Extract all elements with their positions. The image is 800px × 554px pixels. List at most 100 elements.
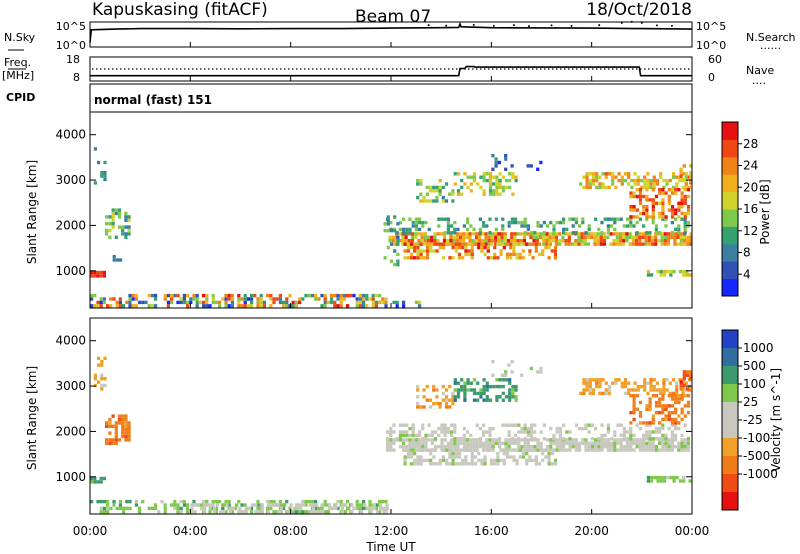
- heat-cell: [299, 503, 303, 507]
- heat-cell: [256, 506, 260, 511]
- heat-cell: [558, 239, 562, 243]
- heat-cell: [613, 430, 617, 434]
- heat-cell: [124, 424, 128, 428]
- heat-cell: [675, 381, 679, 385]
- heat-cell: [99, 274, 103, 278]
- heat-cell: [97, 380, 101, 384]
- heat-cell: [607, 172, 612, 176]
- heat-cell: [679, 235, 683, 239]
- heat-cell: [408, 438, 412, 442]
- heat-cell: [650, 239, 655, 243]
- heat-cell: [649, 381, 653, 385]
- heat-cell: [326, 510, 330, 514]
- heat-cell: [289, 503, 293, 507]
- heat-cell: [682, 370, 686, 374]
- heat-cell: [526, 224, 530, 228]
- heat-cell: [330, 297, 334, 301]
- heat-cell: [672, 269, 676, 274]
- heat-cell: [114, 208, 118, 212]
- heat-cell: [651, 205, 655, 209]
- heat-cell: [651, 198, 655, 202]
- heat-cell: [626, 437, 630, 441]
- heat-cell: [537, 252, 542, 257]
- heat-cell: [127, 438, 131, 442]
- heat-cell: [423, 232, 427, 236]
- power-y-axis-label: Slant Range [km]: [25, 160, 39, 264]
- heat-cell: [221, 503, 225, 507]
- heat-cell: [259, 300, 263, 305]
- heat-cell: [461, 245, 465, 250]
- heat-cell: [438, 245, 442, 250]
- heat-cell: [418, 430, 422, 434]
- heat-cell: [304, 503, 308, 507]
- velocity-panel-frame: [89, 317, 693, 515]
- heat-cell: [629, 224, 633, 228]
- heat-cell: [182, 297, 186, 301]
- heat-cell: [673, 239, 677, 243]
- heat-cell: [645, 421, 649, 425]
- heat-cell: [99, 304, 103, 308]
- heat-cell: [199, 506, 204, 511]
- colorbar-swatch: [722, 474, 738, 493]
- heat-cell: [574, 217, 578, 221]
- heat-cell: [514, 441, 518, 445]
- heat-cell: [622, 426, 626, 431]
- heat-cell: [672, 475, 676, 480]
- heat-cell: [450, 441, 454, 445]
- heat-cell: [511, 172, 515, 176]
- heat-cell: [445, 242, 449, 246]
- heat-cell: [340, 503, 344, 507]
- heat-cell: [450, 231, 454, 235]
- heat-cell: [597, 437, 601, 441]
- colorbar-tick-label: 20: [743, 180, 758, 194]
- heat-cell: [358, 304, 362, 308]
- heat-cell: [642, 194, 646, 199]
- heat-cell: [237, 293, 241, 298]
- heat-cell: [433, 239, 437, 243]
- heat-cell: [617, 178, 621, 183]
- heat-cell: [108, 215, 112, 219]
- heat-cell: [513, 239, 517, 243]
- heat-cell: [651, 441, 655, 445]
- heat-cell: [378, 510, 382, 514]
- heat-cell: [365, 297, 369, 301]
- heat-cell: [670, 208, 675, 212]
- heat-cell: [515, 462, 519, 466]
- heat-cell: [525, 462, 529, 466]
- heat-cell: [411, 441, 415, 445]
- heat-cell: [658, 215, 662, 219]
- heat-cell: [677, 394, 681, 398]
- heat-cell: [463, 182, 467, 186]
- heat-cell: [585, 381, 589, 385]
- heat-cell: [587, 430, 591, 434]
- heat-cell: [664, 417, 668, 422]
- heat-cell: [488, 172, 493, 176]
- heat-cell: [310, 293, 314, 298]
- heat-cell: [517, 441, 521, 445]
- heat-cell: [658, 441, 662, 445]
- heat-cell: [389, 259, 394, 263]
- heat-cell: [554, 232, 559, 236]
- heat-cell: [666, 232, 671, 236]
- heat-cell: [651, 208, 655, 212]
- heat-cell: [661, 188, 665, 192]
- heat-cell: [475, 441, 479, 445]
- heat-cell: [675, 175, 679, 179]
- heat-cell: [256, 503, 260, 507]
- heat-cell: [402, 423, 406, 427]
- heat-cell: [202, 300, 206, 305]
- heat-cell: [362, 293, 366, 298]
- heat-cell: [552, 441, 556, 445]
- heat-cell: [433, 235, 437, 239]
- heat-cell: [440, 423, 444, 427]
- heat-cell: [118, 304, 122, 308]
- heat-cell: [553, 245, 558, 250]
- heat-cell: [520, 220, 524, 225]
- heat-cell: [472, 175, 477, 179]
- heat-cell: [496, 242, 500, 246]
- heat-cell: [680, 191, 684, 195]
- heat-cell: [501, 391, 505, 396]
- heat-cell: [623, 384, 628, 389]
- heat-cell: [108, 421, 112, 425]
